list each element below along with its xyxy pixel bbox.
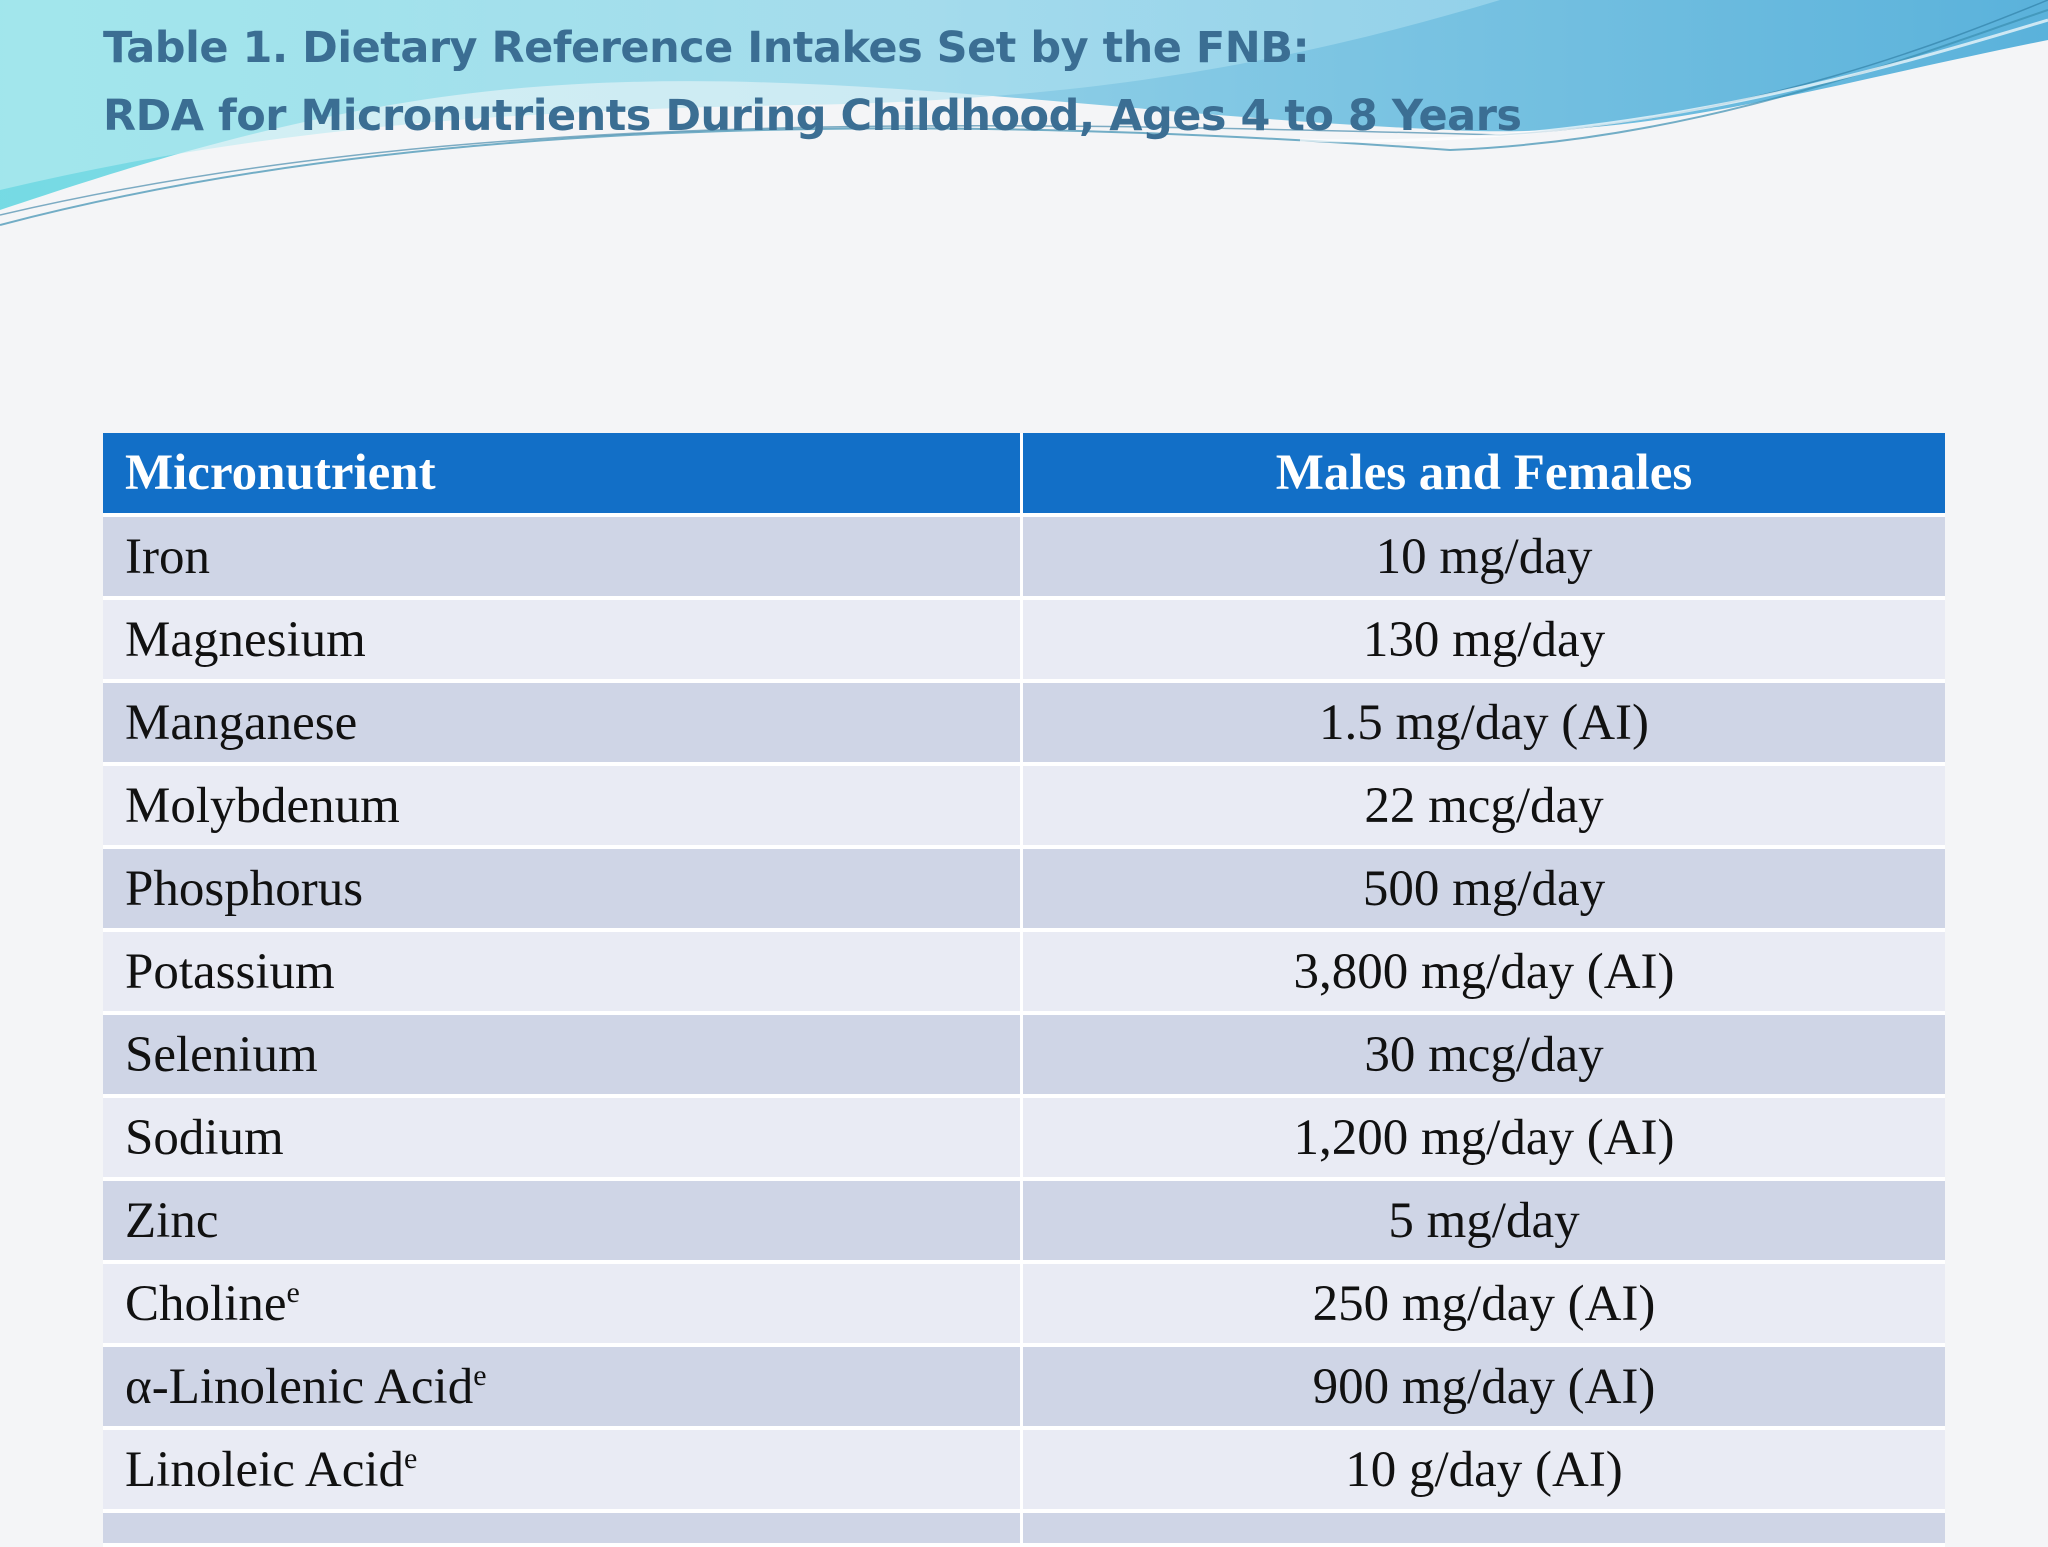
nutrient-value: 30 mcg/day xyxy=(1023,1015,1945,1098)
table-row: Sodium 1,200 mg/day (AI) xyxy=(103,1098,1945,1181)
micronutrient-table-container: Micronutrient Males and Females Iron 10 … xyxy=(103,433,1945,1547)
header-wave-decoration xyxy=(0,0,2048,226)
nutrient-name: Zinc xyxy=(103,1181,1023,1264)
table-row: Linoleic Acide 10 g/day (AI) xyxy=(103,1430,1945,1513)
table-row: Phosphorus 500 mg/day xyxy=(103,849,1945,932)
nutrient-name: Linoleic Acide xyxy=(103,1430,1023,1513)
nutrient-value: 500 mg/day xyxy=(1023,849,1945,932)
nutrient-value: 250 mg/day (AI) xyxy=(1023,1264,1945,1347)
footnote-marker: e xyxy=(404,1441,418,1475)
nutrient-value: 1.5 mg/day (AI) xyxy=(1023,683,1945,766)
nutrient-name: Magnesium xyxy=(103,600,1023,683)
table-row: Zinc 5 mg/day xyxy=(103,1181,1945,1264)
title-line-1: Table 1. Dietary Reference Intakes Set b… xyxy=(103,23,1310,73)
micronutrient-table: Micronutrient Males and Females Iron 10 … xyxy=(103,433,1945,1547)
nutrient-name: Sodium xyxy=(103,1098,1023,1181)
nutrient-name: Manganese xyxy=(103,683,1023,766)
table-row: Potassium 3,800 mg/day (AI) xyxy=(103,932,1945,1015)
table-row: Cholinee 250 mg/day (AI) xyxy=(103,1264,1945,1347)
page-title: Table 1. Dietary Reference Intakes Set b… xyxy=(103,14,1522,150)
table-row: Magnesium 130 mg/day xyxy=(103,600,1945,683)
header-micronutrient: Micronutrient xyxy=(103,433,1023,517)
table-header-row: Micronutrient Males and Females xyxy=(103,433,1945,517)
table-row-cut-off xyxy=(103,1513,1945,1547)
nutrient-value: 10 mg/day xyxy=(1023,517,1945,600)
nutrient-name: Selenium xyxy=(103,1015,1023,1098)
empty-cell xyxy=(103,1513,1023,1547)
nutrient-name: Phosphorus xyxy=(103,849,1023,932)
nutrient-value: 900 mg/day (AI) xyxy=(1023,1347,1945,1430)
nutrient-value: 1,200 mg/day (AI) xyxy=(1023,1098,1945,1181)
nutrient-name: α-Linolenic Acide xyxy=(103,1347,1023,1430)
nutrient-value: 130 mg/day xyxy=(1023,600,1945,683)
nutrient-value: 10 g/day (AI) xyxy=(1023,1430,1945,1513)
nutrient-value: 5 mg/day xyxy=(1023,1181,1945,1264)
footnote-marker: e xyxy=(473,1358,487,1392)
table-row: Manganese 1.5 mg/day (AI) xyxy=(103,683,1945,766)
nutrient-name: Iron xyxy=(103,517,1023,600)
header-males-and-females: Males and Females xyxy=(1023,433,1945,517)
table-row: Selenium 30 mcg/day xyxy=(103,1015,1945,1098)
table-row: α-Linolenic Acide 900 mg/day (AI) xyxy=(103,1347,1945,1430)
table-row: Iron 10 mg/day xyxy=(103,517,1945,600)
nutrient-name: Cholinee xyxy=(103,1264,1023,1347)
nutrient-value: 22 mcg/day xyxy=(1023,766,1945,849)
empty-cell xyxy=(1023,1513,1945,1547)
table-row: Molybdenum 22 mcg/day xyxy=(103,766,1945,849)
title-line-2: RDA for Micronutrients During Childhood,… xyxy=(103,91,1522,141)
footnote-marker: e xyxy=(286,1275,300,1309)
nutrient-value: 3,800 mg/day (AI) xyxy=(1023,932,1945,1015)
nutrient-name: Potassium xyxy=(103,932,1023,1015)
nutrient-name: Molybdenum xyxy=(103,766,1023,849)
